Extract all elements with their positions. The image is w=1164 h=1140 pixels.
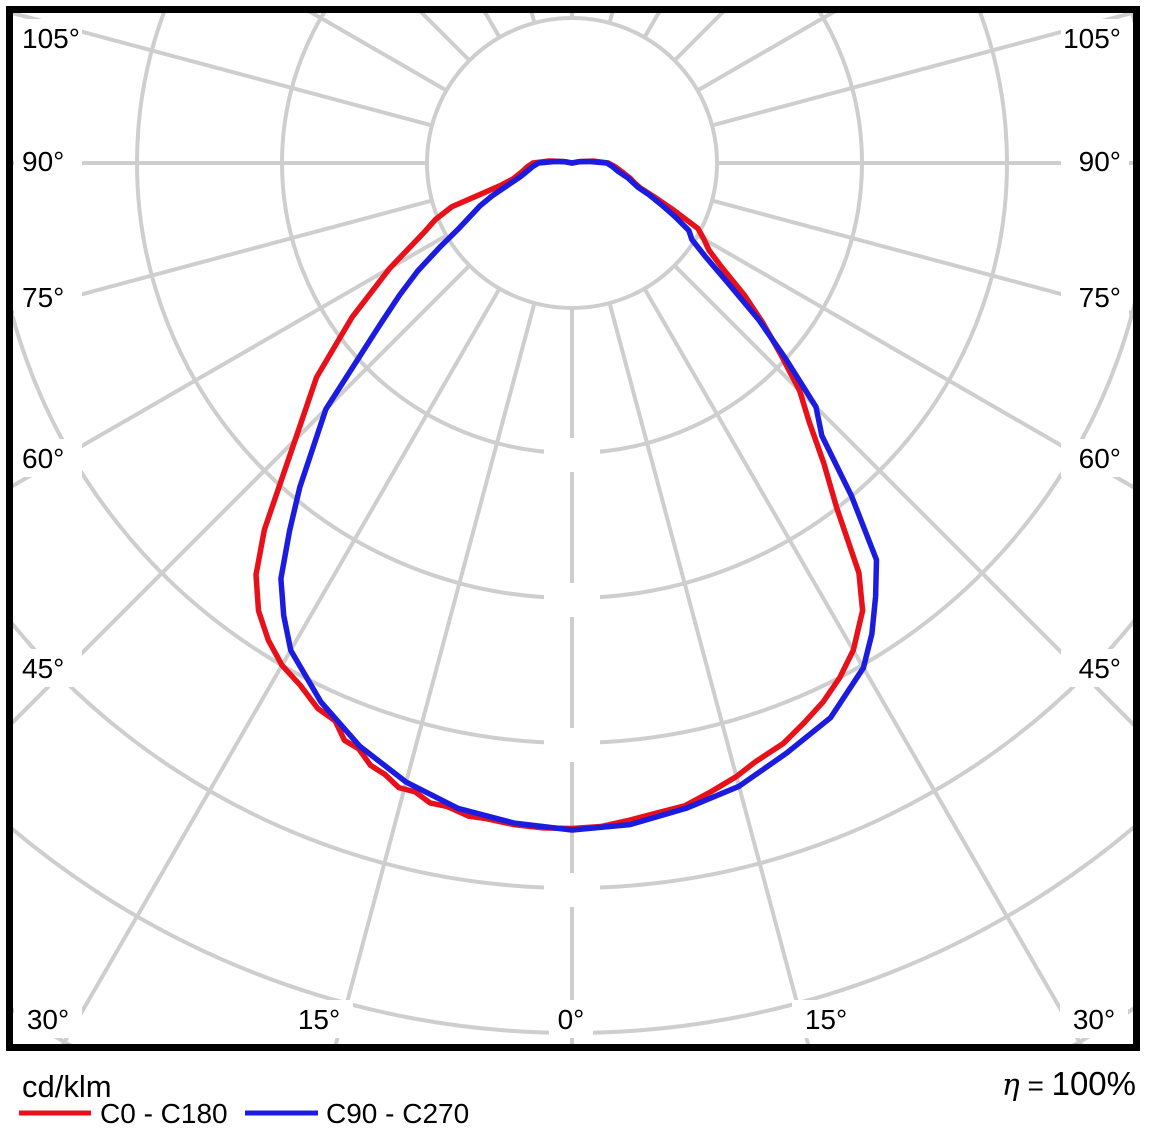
grid-ray [711, 198, 1133, 316]
grid-ray [13, 233, 448, 489]
efficiency-eta-symbol: η [1002, 1068, 1020, 1103]
angle-label-background [1061, 19, 1129, 57]
ring-value-gap [544, 583, 600, 617]
legend-label-c0-c180: C0 - C180 [100, 1098, 228, 1129]
ring-value-gap [544, 873, 600, 907]
angle-label-background [14, 1000, 82, 1038]
angle-label-background [1060, 1000, 1128, 1038]
angle-label-background [1061, 142, 1129, 180]
angle-label: 30° [1073, 1004, 1115, 1035]
angle-label-background [14, 19, 82, 57]
angle-label-background [14, 439, 82, 477]
grid-ray [13, 13, 433, 128]
ring-value-knockouts [544, 438, 600, 907]
legend: C0 - C180 C90 - C270 [19, 1098, 469, 1129]
ring-value-gap [544, 438, 600, 472]
angle-label-background [792, 1000, 860, 1038]
angle-label-background [549, 1000, 593, 1038]
efficiency-equals: = [1020, 1070, 1052, 1101]
grid-ray [696, 233, 1133, 490]
curve-c90-c270 [278, 158, 880, 833]
ring-value-gap [544, 728, 600, 762]
grid-ray [673, 264, 1133, 727]
angle-label: 45° [1079, 653, 1121, 684]
angle-label: 90° [22, 146, 64, 177]
intensity-curves [253, 158, 880, 833]
grid-ray [13, 264, 471, 725]
efficiency-label: η = 100% [1002, 1065, 1136, 1103]
angle-label: 105° [22, 23, 80, 54]
angle-label: 75° [22, 282, 64, 313]
angle-label: 0° [558, 1004, 585, 1035]
grid-ray [711, 13, 1133, 128]
angle-label: 15° [805, 1004, 847, 1035]
angle-label-background [14, 142, 82, 180]
efficiency-value: 100% [1052, 1065, 1136, 1102]
angle-label: 30° [27, 1004, 69, 1035]
angle-label: 45° [22, 653, 64, 684]
angle-label: 15° [298, 1004, 340, 1035]
unit-label: cd/klm [22, 1069, 112, 1104]
gamma-angle-labels: 105° 90° 75° 60° 45° 30° 15° 0° 15° 30° 45° 60° 75° 9… [14, 19, 1129, 1038]
angle-label: 60° [1079, 443, 1121, 474]
angle-label-background [1061, 278, 1129, 316]
legend-label-c90-c270: C90 - C270 [326, 1098, 469, 1129]
angle-label: 105° [1063, 23, 1121, 54]
grid-ray [13, 198, 433, 315]
angle-label-background [14, 649, 82, 687]
angle-label-background [1061, 649, 1129, 687]
angle-label: 60° [22, 443, 64, 474]
angle-label-background [1061, 439, 1129, 477]
angle-label-background [14, 278, 82, 316]
plot-border [6, 6, 1140, 1051]
angle-label: 90° [1079, 146, 1121, 177]
angle-label-background [285, 1000, 353, 1038]
angle-label: 75° [1079, 282, 1121, 313]
